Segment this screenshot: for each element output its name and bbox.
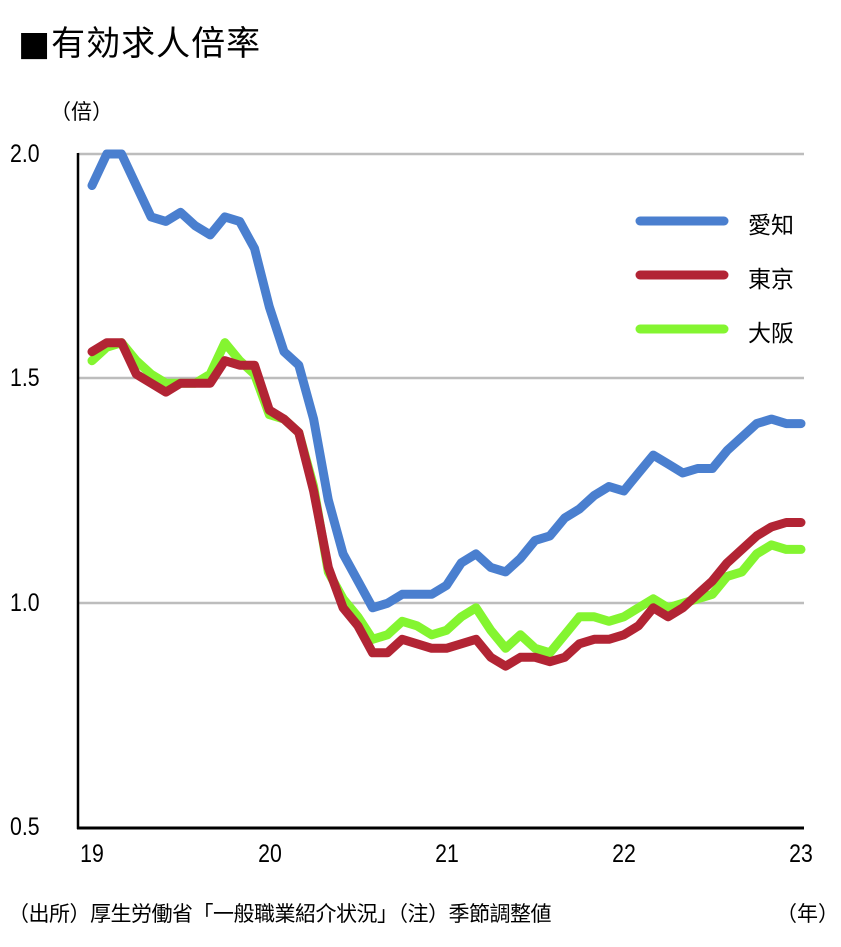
chart-title: ■有効求人倍率	[18, 24, 262, 64]
y-tick-label: 1.5	[10, 364, 40, 392]
series-layer	[87, 149, 806, 671]
legend-label-aichi: 愛知	[748, 213, 794, 239]
y-tick-label: 1.0	[10, 589, 40, 617]
x-tick-label: 21	[435, 840, 459, 868]
series-line-tokyo	[87, 338, 806, 671]
series-line-osaka	[87, 338, 806, 658]
x-tick-label: 22	[612, 840, 636, 868]
legend-label-tokyo: 東京	[748, 267, 794, 293]
series-line-aichi	[87, 149, 806, 613]
y-tick-label: 2.0	[10, 140, 40, 168]
legend-label-osaka: 大阪	[748, 321, 794, 347]
x-tick-label: 19	[80, 840, 104, 868]
y-axis-unit-label: （倍）	[50, 100, 113, 124]
x-axis-unit-label: （年）	[776, 902, 839, 926]
x-tick-label: 23	[789, 840, 813, 868]
source-note: （出所）厚生労働省「一般職業紹介状況」（注）季節調整値	[8, 902, 552, 926]
y-tick-label: 0.5	[10, 813, 40, 841]
x-tick-label: 20	[258, 840, 282, 868]
legend	[635, 216, 729, 334]
